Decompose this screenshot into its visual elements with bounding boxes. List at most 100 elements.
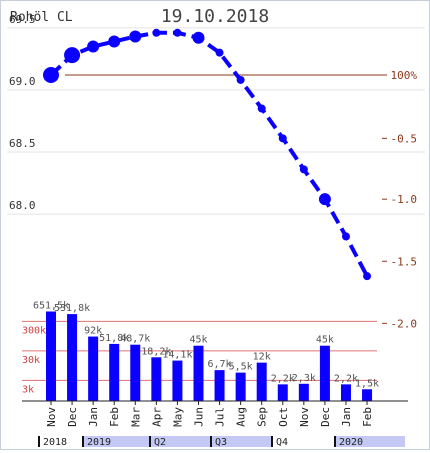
volume-data-label: 2,2k: [334, 373, 358, 384]
month-label: Nov: [45, 407, 58, 427]
volume-bar: [109, 343, 120, 401]
volume-axis-label: 3k: [22, 384, 34, 395]
right-axis-label: -1.0: [391, 193, 418, 206]
volume-data-label: 51,8k: [99, 333, 129, 344]
volume-bar: [172, 360, 183, 401]
price-point: [108, 35, 121, 48]
volume-bars: [46, 311, 373, 401]
month-label: Oct: [277, 407, 290, 427]
price-point: [43, 67, 59, 84]
timeline-divider: [38, 436, 40, 447]
price-point: [192, 31, 205, 44]
price-point: [278, 134, 287, 143]
price-left-axis: 68.0 68.5 69.0 69.5: [9, 13, 36, 212]
month-label: Aug: [235, 407, 248, 427]
month-label: Jul: [214, 407, 227, 427]
volume-data-label: 531,8k: [54, 303, 90, 314]
volume-axis-label: 30k: [22, 355, 40, 366]
volume-data-label: 651,5k: [33, 300, 69, 311]
right-axis-label: -0.5: [391, 132, 418, 145]
price-point: [341, 232, 350, 241]
volume-bar: [67, 314, 78, 401]
volume-data-label: 2,2k: [271, 373, 295, 384]
timeline-divider: [271, 436, 273, 447]
volume-data-label: 1,5k: [355, 378, 379, 389]
price-point: [64, 47, 81, 64]
timeline-bar: 2018 2019 Q2 Q3 Q4 2020: [38, 436, 405, 448]
volume-data-label: 45k: [316, 335, 334, 346]
timeline-segment: [149, 436, 210, 447]
volume-bar: [130, 344, 141, 401]
price-curve-line: [49, 30, 369, 278]
price-point: [173, 28, 182, 37]
month-label: Mar: [129, 407, 142, 427]
volume-bar: [193, 345, 204, 401]
month-label: Sep: [256, 407, 269, 427]
volume-data-label: 5,5k: [229, 362, 253, 373]
month-label: Nov: [298, 407, 311, 427]
timeline-segment: [82, 436, 149, 447]
price-point: [236, 75, 245, 84]
volume-bar: [88, 336, 99, 401]
instrument-title: Rohöl CL: [10, 10, 73, 25]
price-point: [129, 30, 142, 43]
volume-bar: [46, 311, 56, 401]
price-point: [87, 40, 100, 53]
price-point: [299, 165, 308, 174]
month-label: Jan: [340, 407, 353, 427]
month-label: Dec: [66, 407, 79, 427]
timeline-label: 2020: [339, 437, 363, 448]
price-tick-label: 68.5: [9, 137, 36, 150]
month-labels: Nov Dec Jan Feb Mar Apr May Jun Jul Aug Sep Oct Nov D…: [45, 401, 374, 427]
month-label: Feb: [361, 407, 374, 427]
month-label: Dec: [319, 407, 332, 427]
price-point: [257, 104, 266, 113]
volume-bar: [235, 372, 246, 401]
timeline-divider: [82, 436, 84, 447]
volume-data-label: 18,2k: [141, 346, 171, 357]
timeline-label: Q3: [215, 437, 227, 448]
price-right-axis: 100% -0.5 -1.0 -1.5 -2.0: [382, 69, 417, 330]
price-grid: [7, 27, 425, 215]
right-axis-label: -2.0: [391, 317, 418, 330]
price-tick-label: 69.0: [9, 75, 36, 88]
timeline-segment: [210, 436, 271, 447]
timeline-divider: [149, 436, 151, 447]
right-axis-label: -1.5: [391, 255, 418, 268]
volume-data-label: 45k: [189, 335, 207, 346]
volume-data-label: 48,7k: [120, 334, 150, 345]
volume-bar: [298, 383, 309, 401]
timeline-label: Q4: [276, 437, 288, 448]
volume-axis-label: 300k: [22, 325, 46, 336]
price-points: [43, 28, 372, 281]
volume-bar: [151, 357, 162, 401]
volume-bar: [256, 362, 267, 401]
price-point: [215, 48, 224, 57]
price-point: [152, 28, 161, 37]
volume-data-label: 2,3k: [292, 373, 316, 384]
timeline-label: 2019: [87, 437, 111, 448]
volume-bar: [214, 370, 225, 401]
chart-date: 19.10.2018: [161, 6, 269, 27]
price-tick-label: 69.5: [9, 13, 36, 26]
volume-bar: [362, 389, 373, 401]
month-label: May: [171, 407, 184, 427]
volume-data-label: 14,1k: [162, 350, 192, 361]
month-label: Feb: [108, 407, 121, 427]
volume-bar: [340, 384, 351, 401]
timeline-segment: [334, 436, 405, 447]
month-label: Jan: [87, 407, 100, 427]
volume-data-label: 92k: [84, 326, 102, 337]
timeline-divider: [210, 436, 212, 447]
volume-data-label: 6,7k: [208, 359, 232, 370]
price-point: [318, 193, 331, 206]
timeline-label: 2018: [43, 437, 67, 448]
volume-bar: [277, 384, 288, 401]
month-label: Apr: [150, 407, 163, 427]
right-axis-label: 100%: [391, 69, 418, 82]
price-point: [363, 272, 372, 281]
volume-data-label: 12k: [253, 352, 271, 363]
